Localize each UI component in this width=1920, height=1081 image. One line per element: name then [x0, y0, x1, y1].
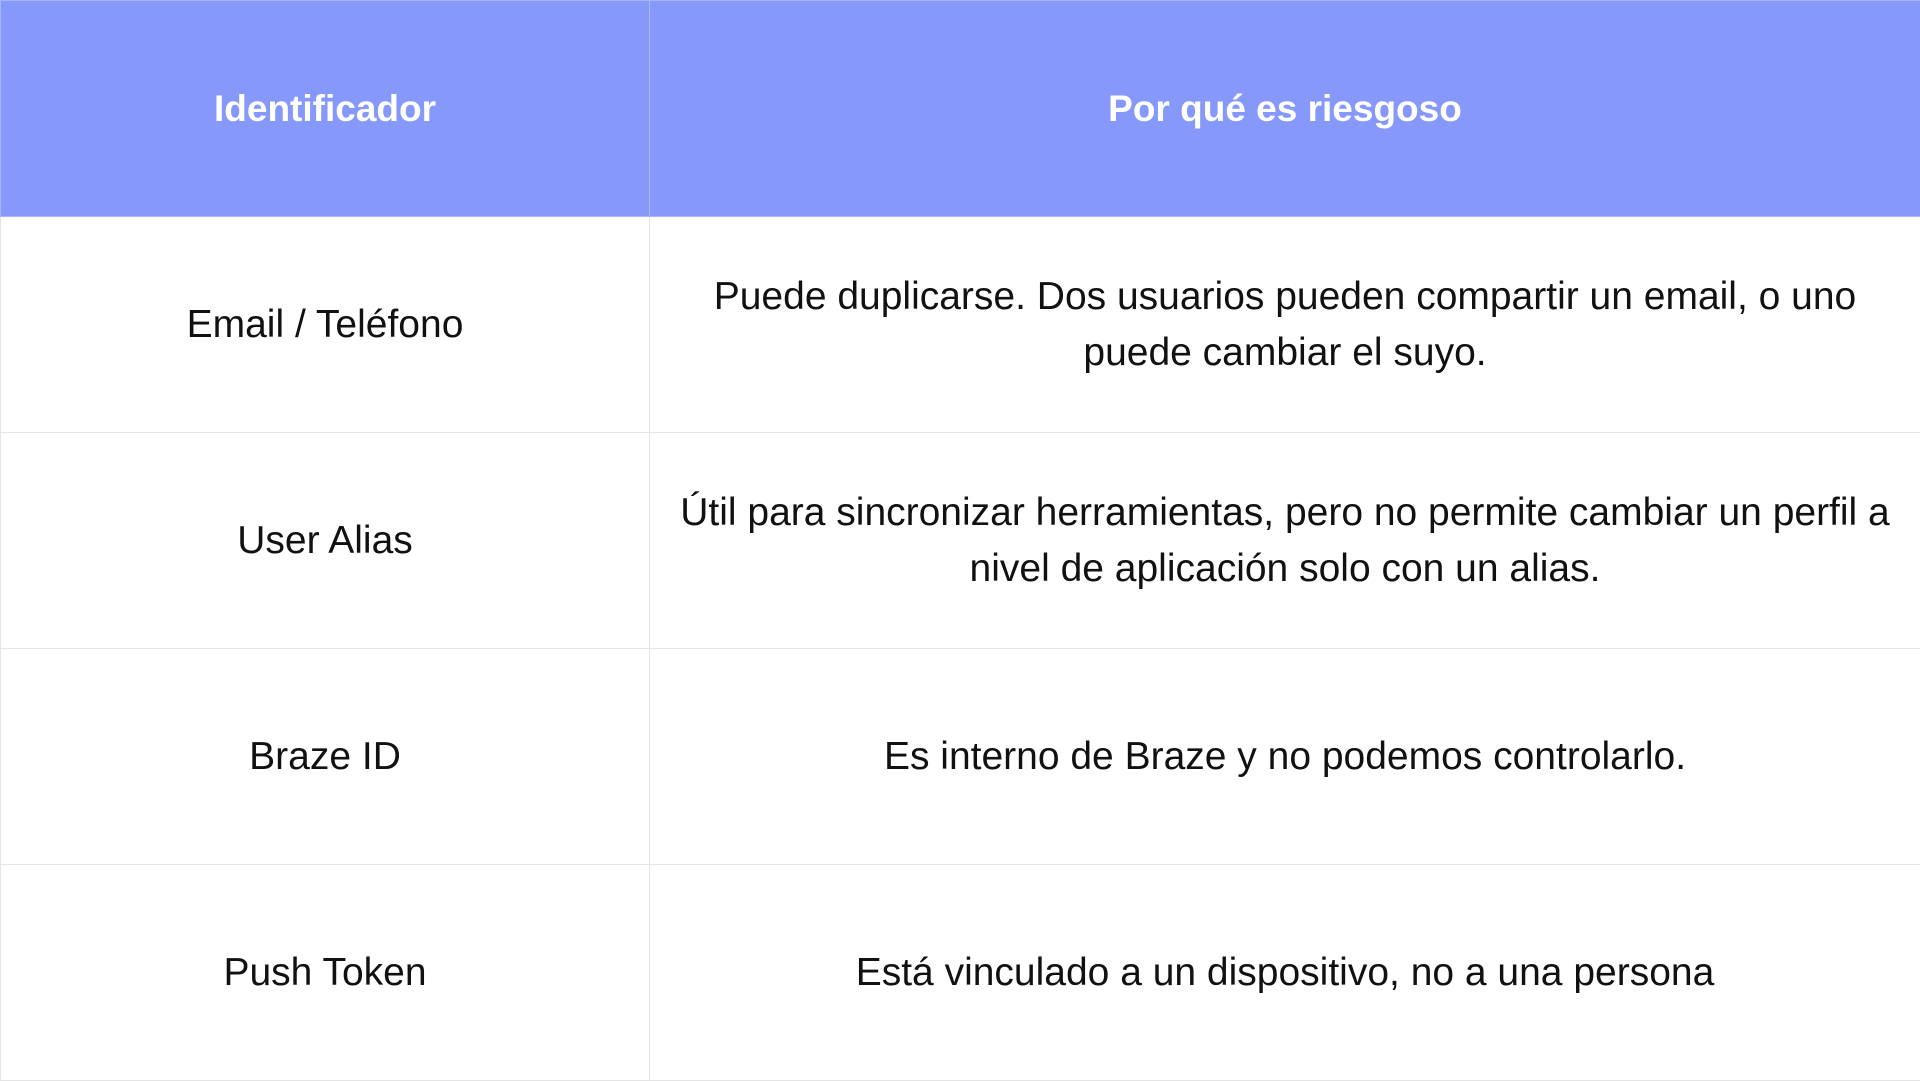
- cell-identifier: User Alias: [1, 433, 650, 649]
- cell-identifier: Email / Teléfono: [1, 217, 650, 433]
- table-row: Push Token Está vinculado a un dispositi…: [1, 865, 1920, 1081]
- cell-risk: Está vinculado a un dispositivo, no a un…: [650, 865, 1920, 1081]
- cell-risk: Útil para sincronizar herramientas, pero…: [650, 433, 1920, 649]
- table-row: User Alias Útil para sincronizar herrami…: [1, 433, 1920, 649]
- table-header-row: Identificador Por qué es riesgoso: [1, 1, 1920, 217]
- header-risk: Por qué es riesgoso: [650, 1, 1920, 217]
- cell-risk: Es interno de Braze y no podemos control…: [650, 649, 1920, 865]
- cell-identifier: Push Token: [1, 865, 650, 1081]
- table-row: Braze ID Es interno de Braze y no podemo…: [1, 649, 1920, 865]
- header-identifier: Identificador: [1, 1, 650, 217]
- cell-risk: Puede duplicarse. Dos usuarios pueden co…: [650, 217, 1920, 433]
- cell-identifier: Braze ID: [1, 649, 650, 865]
- table-row: Email / Teléfono Puede duplicarse. Dos u…: [1, 217, 1920, 433]
